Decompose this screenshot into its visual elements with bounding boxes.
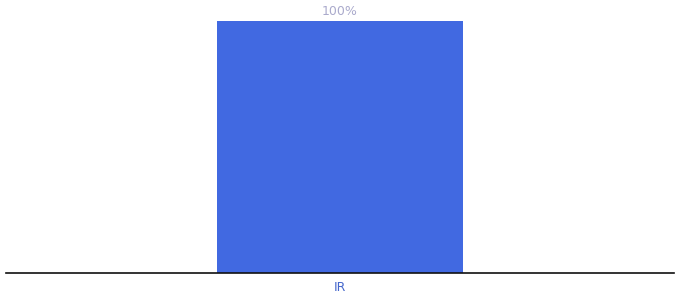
- Text: 100%: 100%: [322, 5, 358, 18]
- Bar: [218, 21, 462, 273]
